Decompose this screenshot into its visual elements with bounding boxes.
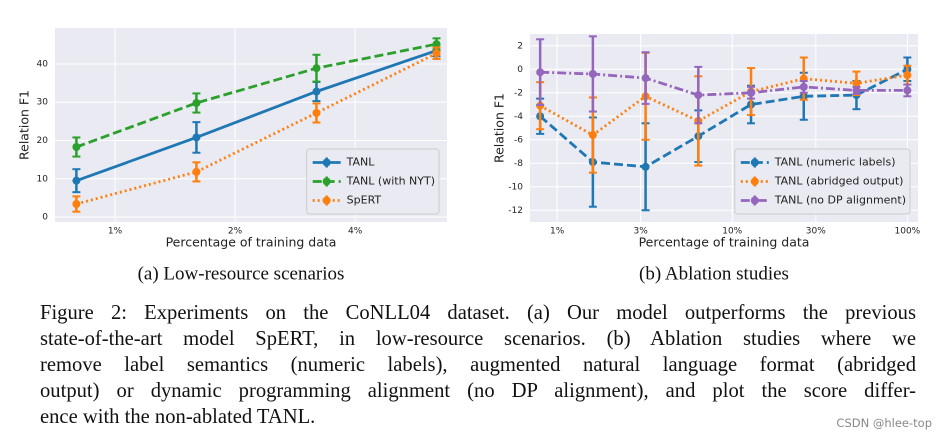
data-point (72, 200, 81, 209)
legend: TANL (numeric labels) TANL (abridged outp… (734, 148, 911, 215)
data-point (641, 74, 650, 83)
watermark: CSDN @hlee-top (836, 416, 932, 430)
data-point (641, 162, 650, 171)
legend-box (306, 148, 440, 215)
legend-label: SpERT (347, 194, 382, 207)
y-tick-label: 20 (37, 136, 49, 146)
x-tick-label: 10% (722, 227, 742, 237)
y-tick-label: -6 (514, 135, 523, 145)
series-line (539, 68, 909, 169)
data-point (432, 49, 441, 58)
legend-marker (750, 177, 759, 186)
data-point (799, 82, 808, 91)
data-point (852, 79, 861, 88)
legend-marker (750, 158, 759, 167)
y-tick-label: -4 (514, 112, 523, 122)
legend-marker (322, 177, 331, 186)
data-point (903, 71, 912, 80)
data-point (588, 131, 597, 140)
data-point (852, 86, 861, 95)
legend-box (734, 148, 911, 215)
x-tick-label: 100% (895, 227, 921, 237)
data-point (312, 87, 321, 96)
legend-marker (322, 196, 331, 205)
y-tick-label: -12 (508, 206, 523, 216)
data-point (432, 40, 441, 49)
y-tick-label: 0 (42, 213, 48, 223)
x-tick-label: 1% (108, 227, 123, 237)
x-axis-label: Percentage of training data (639, 235, 810, 250)
data-point (536, 68, 545, 77)
subcaption: (a) Low-resource scenarios (138, 263, 345, 284)
x-tick-label: 30% (806, 227, 826, 237)
caption-line: ence with the non-ablated TANL. (40, 406, 316, 428)
data-point (747, 88, 756, 97)
y-tick-label: -2 (514, 88, 523, 98)
series-line (75, 49, 437, 183)
y-axis-label: Relation F1 (17, 90, 32, 160)
series-line (540, 70, 908, 97)
legend-label: TANL (no DP alignment) (774, 194, 906, 207)
legend: TANL TANL (with NYT) SpERT (306, 148, 440, 215)
y-tick-label: -8 (514, 159, 523, 169)
caption-line: output) or dynamic programming alignment… (40, 380, 916, 402)
y-tick-label: 0 (517, 65, 523, 75)
x-tick-label: 1% (550, 227, 565, 237)
data-point (694, 91, 703, 100)
x-tick-label: 4% (348, 227, 363, 237)
data-point (192, 133, 201, 142)
series-line (539, 73, 908, 137)
data-point (192, 98, 201, 107)
y-tick-label: 40 (37, 59, 49, 69)
legend-label: TANL (346, 156, 376, 169)
legend-marker (322, 158, 331, 167)
x-axis-label: Percentage of training data (166, 235, 337, 250)
data-point (72, 143, 81, 152)
caption-line: Figure 2: Experiments on the CoNLL04 dat… (40, 302, 916, 324)
series-line (75, 42, 437, 149)
data-point (312, 64, 321, 73)
data-point (72, 176, 81, 185)
y-tick-label: 2 (517, 41, 523, 51)
y-tick-label: -10 (508, 182, 523, 192)
x-tick-label: 3% (634, 227, 649, 237)
caption-line: remove label semantics (numeric labels),… (40, 354, 916, 376)
legend-marker (750, 196, 759, 205)
legend-label: TANL (with NYT) (346, 175, 435, 188)
data-point (192, 167, 201, 176)
y-tick-label: 30 (37, 98, 49, 108)
data-point (903, 86, 912, 95)
caption-line: state-of-the-art model SpERT, in low-res… (40, 328, 916, 350)
y-axis-label: Relation F1 (492, 93, 507, 163)
series-line (76, 52, 438, 206)
subcaption: (b) Ablation studies (639, 263, 789, 284)
y-tick-label: 10 (37, 174, 49, 184)
x-tick-label: 2% (228, 227, 243, 237)
legend-label: TANL (numeric labels) (774, 156, 896, 169)
legend-label: TANL (abridged output) (774, 175, 904, 188)
data-point (588, 69, 597, 78)
data-point (312, 108, 321, 117)
